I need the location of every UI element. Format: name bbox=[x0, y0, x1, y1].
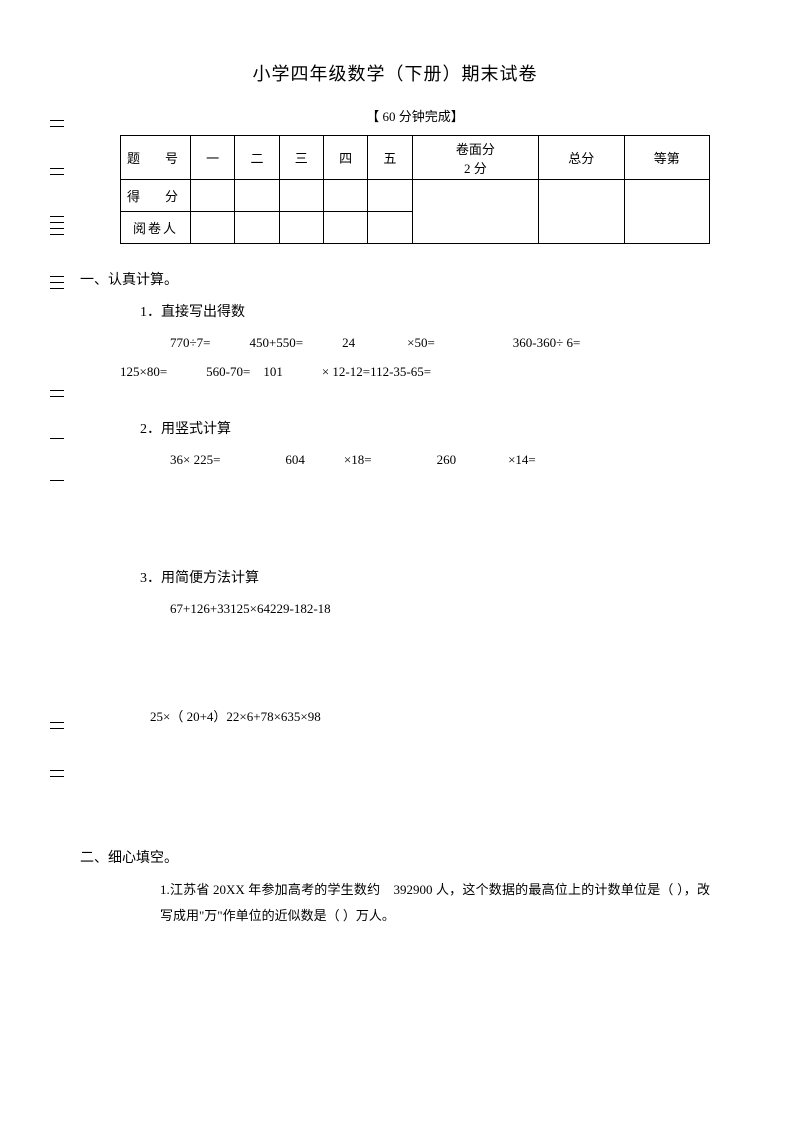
cell bbox=[279, 180, 323, 212]
th-4: 四 bbox=[323, 136, 367, 180]
row-marker: 阅卷人 bbox=[121, 212, 191, 244]
problems-1-2: 36× 225= 604 ×18= 260 ×14= bbox=[170, 446, 710, 475]
th-3: 三 bbox=[279, 136, 323, 180]
cell bbox=[323, 180, 367, 212]
cell bbox=[235, 212, 279, 244]
score-table: 题 号 一 二 三 四 五 卷面分 2 分 总分 等第 得 分 阅卷人 bbox=[120, 135, 710, 244]
cell bbox=[539, 180, 624, 244]
row-score: 得 分 bbox=[121, 180, 191, 212]
question-2-1: 1.江苏省 20XX 年参加高考的学生数约 392900 人，这个数据的最高位上… bbox=[160, 877, 710, 929]
cell bbox=[191, 212, 235, 244]
binding-marks bbox=[50, 120, 70, 1020]
problems-1-1b: 125×80= 560-70= 101 × 12-12=112-35-65= bbox=[120, 358, 710, 387]
th-5: 五 bbox=[368, 136, 412, 180]
cell bbox=[368, 212, 412, 244]
cell bbox=[624, 180, 709, 244]
section-1-heading: 一、认真计算。 bbox=[80, 269, 710, 289]
th-number: 题 号 bbox=[121, 136, 191, 180]
cell bbox=[235, 180, 279, 212]
section-2-heading: 二、细心填空。 bbox=[80, 847, 710, 867]
cell bbox=[191, 180, 235, 212]
problems-1-3b: 25×（ 20+4）22×6+78×635×98 bbox=[150, 703, 710, 732]
subsection-1-3: 3．用简便方法计算 bbox=[140, 567, 710, 587]
th-total: 总分 bbox=[539, 136, 624, 180]
time-note: 【 60 分钟完成】 bbox=[120, 106, 710, 125]
cell bbox=[279, 212, 323, 244]
problems-1-3a: 67+126+33125×64229-182-18 bbox=[170, 595, 710, 624]
th-presentation: 卷面分 2 分 bbox=[412, 136, 539, 180]
th-grade: 等第 bbox=[624, 136, 709, 180]
cell bbox=[412, 180, 539, 244]
th-2: 二 bbox=[235, 136, 279, 180]
exam-title: 小学四年级数学（下册）期末试卷 bbox=[80, 60, 710, 86]
problems-1-1a: 770÷7= 450+550= 24 ×50= 360-360÷ 6= bbox=[170, 329, 710, 358]
th-1: 一 bbox=[191, 136, 235, 180]
cell bbox=[323, 212, 367, 244]
subsection-1-2: 2．用竖式计算 bbox=[140, 418, 710, 438]
cell bbox=[368, 180, 412, 212]
subsection-1-1: 1．直接写出得数 bbox=[140, 301, 710, 321]
